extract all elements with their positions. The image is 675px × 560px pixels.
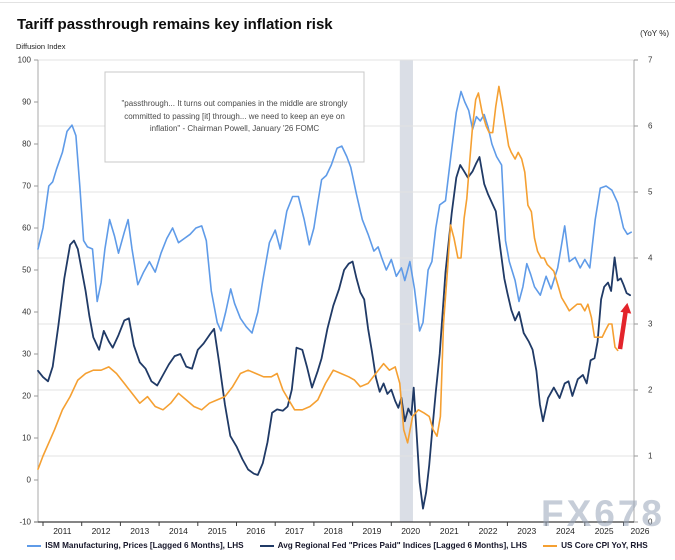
- svg-text:2026: 2026: [631, 526, 650, 536]
- regional-fed-prices-line: [37, 156, 631, 510]
- svg-text:2024: 2024: [556, 526, 575, 536]
- legend-label: US Core CPI YoY, RHS: [561, 541, 648, 550]
- svg-text:0: 0: [648, 518, 653, 527]
- legend-color-swatch: [27, 544, 42, 547]
- svg-text:30: 30: [22, 350, 31, 359]
- up-trend-arrow: [617, 302, 632, 350]
- svg-text:-10: -10: [19, 518, 31, 527]
- gridlines: [38, 59, 634, 457]
- svg-text:40: 40: [22, 308, 31, 317]
- quote-box-bg: [104, 71, 365, 163]
- svg-text:2020: 2020: [401, 526, 420, 536]
- recession-band: [399, 60, 413, 522]
- legend-label: ISM Manufacturing, Prices [Lagged 6 Mont…: [45, 541, 244, 550]
- legend-item: ISM Manufacturing, Prices [Lagged 6 Mont…: [27, 541, 244, 550]
- svg-text:2015: 2015: [208, 526, 227, 536]
- svg-text:2011: 2011: [53, 526, 72, 536]
- svg-text:2014: 2014: [169, 526, 188, 536]
- svg-text:7: 7: [648, 56, 653, 65]
- left-axis-title: Diffusion Index: [16, 42, 66, 51]
- svg-text:2012: 2012: [92, 526, 111, 536]
- legend-item: US Core CPI YoY, RHS: [543, 541, 648, 550]
- legend-item: Avg Regional Fed "Prices Paid" Indices […: [259, 541, 528, 550]
- legend-color-swatch: [543, 544, 558, 547]
- core-cpi-line: [37, 85, 619, 471]
- svg-text:5: 5: [648, 188, 653, 197]
- svg-text:2022: 2022: [479, 526, 498, 536]
- svg-text:1: 1: [648, 452, 653, 461]
- top-divider: [0, 2, 675, 3]
- svg-text:6: 6: [648, 122, 653, 131]
- legend-color-swatch: [259, 544, 274, 547]
- svg-text:20: 20: [22, 392, 31, 401]
- svg-text:2017: 2017: [285, 526, 304, 536]
- svg-text:70: 70: [22, 182, 31, 191]
- powell-quote-annotation: "passthrough... It turns out companies i…: [121, 99, 348, 134]
- axis-tick-labels: -10 0 10 20 30 40 50 60 70 80 90 100 0 1 2 3 4 5 6 7 2011 201…: [18, 56, 653, 537]
- svg-text:3: 3: [648, 320, 653, 329]
- svg-text:10: 10: [22, 434, 31, 443]
- svg-text:4: 4: [648, 254, 653, 263]
- svg-text:2023: 2023: [517, 526, 536, 536]
- svg-text:100: 100: [18, 56, 32, 65]
- svg-text:2013: 2013: [130, 526, 149, 536]
- svg-text:0: 0: [27, 476, 32, 485]
- svg-text:90: 90: [22, 98, 31, 107]
- chart-legend: ISM Manufacturing, Prices [Lagged 6 Mont…: [0, 541, 675, 550]
- watermark: FX678: [541, 493, 666, 534]
- right-axis-title: (YoY %): [640, 29, 669, 38]
- svg-text:60: 60: [22, 224, 31, 233]
- svg-text:2: 2: [648, 386, 653, 395]
- page-title: Tariff passthrough remains key inflation…: [17, 16, 333, 33]
- svg-text:2018: 2018: [324, 526, 343, 536]
- svg-text:50: 50: [22, 266, 31, 275]
- svg-text:80: 80: [22, 140, 31, 149]
- svg-text:2016: 2016: [246, 526, 265, 536]
- legend-label: Avg Regional Fed "Prices Paid" Indices […: [277, 541, 528, 550]
- svg-text:2019: 2019: [362, 526, 381, 536]
- svg-text:2025: 2025: [595, 526, 614, 536]
- ism-prices-line: [37, 90, 633, 334]
- svg-text:2021: 2021: [440, 526, 459, 536]
